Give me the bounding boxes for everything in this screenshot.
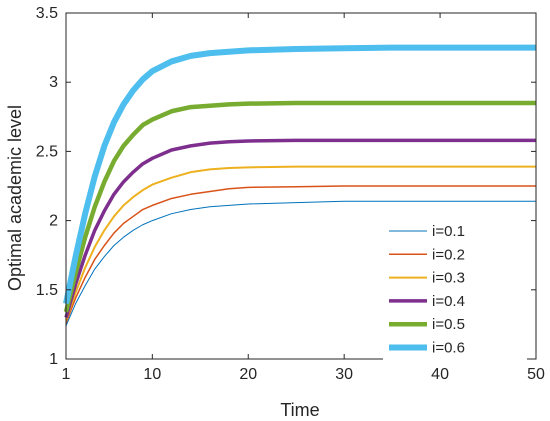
legend-label: i=0.2 (432, 246, 465, 263)
y-tick-label: 2 (49, 213, 58, 230)
axes (65, 12, 537, 360)
y-tick-label: 1.5 (36, 282, 58, 299)
x-tick-label: 1 (62, 366, 71, 383)
legend: i=0.1 i=0.2 i=0.3 i=0.4 i=0.5 i=0.6 (383, 215, 527, 363)
tick-labels: 1 10 20 30 40 50 1 1.5 2 2.5 3 3.5 (36, 5, 545, 383)
legend-label: i=0.5 (432, 316, 465, 333)
series-lines (63, 44, 536, 326)
legend-label: i=0.1 (432, 223, 465, 240)
legend-label: i=0.3 (432, 270, 465, 287)
x-tick-label: 10 (143, 366, 161, 383)
x-tick-label: 20 (239, 366, 257, 383)
y-tick-label: 3.5 (36, 5, 58, 22)
y-tick-label: 3 (49, 74, 58, 91)
x-tick-label: 30 (335, 366, 353, 383)
series-line-1 (65, 200, 536, 326)
series-line-6 (63, 44, 536, 305)
y-tick-label: 2.5 (36, 143, 58, 160)
x-tick-label: 40 (431, 366, 449, 383)
legend-box (383, 215, 527, 363)
series-line-2 (65, 185, 536, 324)
axes-box (65, 12, 537, 360)
series-line-3 (65, 165, 536, 321)
y-tick-label: 1 (49, 351, 58, 368)
series-line-4 (64, 138, 536, 318)
y-axis-label: Optimal academic level (5, 105, 25, 291)
legend-label: i=0.4 (432, 293, 465, 310)
series-line-5 (63, 100, 536, 313)
x-tick-label: 50 (527, 366, 545, 383)
x-axis-label: Time (280, 400, 319, 420)
legend-label: i=0.6 (432, 340, 465, 357)
